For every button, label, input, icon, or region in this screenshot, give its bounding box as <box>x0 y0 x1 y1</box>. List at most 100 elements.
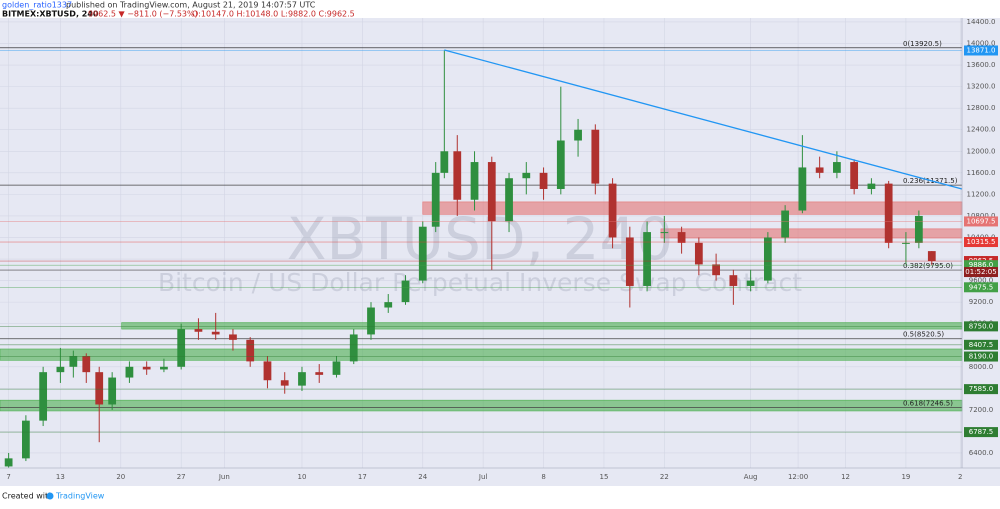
candle-body <box>470 162 479 200</box>
price-label-box <box>964 321 998 332</box>
candle-body <box>431 172 440 227</box>
candle-body <box>315 372 324 375</box>
candle-body <box>349 334 358 362</box>
candle-body <box>298 372 306 386</box>
publisher: golden_ratio1337 <box>2 1 72 10</box>
y-tick-label: 8000.0 <box>969 363 994 371</box>
candle-body <box>453 151 462 200</box>
x-tick-label: 8 <box>541 473 545 481</box>
candle-body <box>229 334 237 340</box>
candle-body <box>746 280 755 286</box>
footer: Created with <box>2 492 53 501</box>
price-label: 7585.0 <box>969 385 994 393</box>
candle-body <box>574 129 582 141</box>
candle-body <box>763 237 772 281</box>
y-tick-label: 13600.0 <box>967 61 996 69</box>
candle-body <box>884 183 893 243</box>
symbol: BITMEX:XBTUSD, 240 <box>2 10 99 19</box>
candle-body <box>384 302 393 308</box>
x-tick-label: 27 <box>177 473 186 481</box>
candle-body <box>729 275 738 286</box>
trendline <box>444 49 963 190</box>
x-tick-label: Jul <box>478 473 488 481</box>
candle-body <box>487 162 496 222</box>
candle-body <box>677 232 686 243</box>
candle-body <box>781 210 790 238</box>
y-tick-label: 12400.0 <box>967 126 996 134</box>
candle-body <box>401 280 410 303</box>
candle-body <box>867 183 876 189</box>
candle-body <box>108 377 117 405</box>
y-tick-label: 12000.0 <box>967 147 996 155</box>
candle-body <box>712 264 720 276</box>
y-tick-label: 14000.0 <box>967 40 996 48</box>
price-label: 9886.0 <box>969 261 994 269</box>
zone <box>0 348 963 361</box>
price-label: 9475.5 <box>969 283 994 291</box>
change: 9962.5 ▼ −811.0 (−7.53%) <box>88 10 198 19</box>
price-label-box <box>964 384 998 395</box>
zone <box>0 399 963 412</box>
x-tick-label: 20 <box>116 473 125 481</box>
candle-body <box>418 226 427 281</box>
candle-body <box>625 237 634 286</box>
fib-label: 0.5(8520.5) <box>903 331 944 339</box>
countdown: 01:52:05 <box>965 268 996 276</box>
y-tick-label: 11600.0 <box>967 169 996 177</box>
candle-body <box>833 162 841 173</box>
candle-body <box>22 420 30 459</box>
price-label-box <box>964 237 998 248</box>
candle-body <box>39 372 48 421</box>
price-label: 10315.5 <box>967 238 996 246</box>
candle-body <box>367 307 375 335</box>
x-tick-label: Jun <box>218 473 230 481</box>
countdown-box <box>964 267 998 278</box>
y-tick-label: 12800.0 <box>967 104 996 112</box>
fib-label: 0(13920.5) <box>903 40 942 48</box>
y-tick-label: 7200.0 <box>969 406 994 414</box>
candle-body <box>608 183 617 238</box>
price-label-box <box>964 427 998 438</box>
price-label: 8407.5 <box>969 341 994 349</box>
candle-body <box>694 242 703 265</box>
candle-body <box>82 355 91 373</box>
candle-body <box>56 366 65 373</box>
price-label-box <box>964 260 998 271</box>
tradingview-logo <box>46 492 54 500</box>
y-tick-label: 9600.0 <box>969 277 994 285</box>
candle-body <box>246 339 255 362</box>
candle-body <box>194 329 203 332</box>
ohlc: O:10147.0 H:10148.0 L:9882.0 C:9962.5 <box>192 10 355 19</box>
x-tick-label: 13 <box>56 473 65 481</box>
candle-body <box>902 242 910 244</box>
candle-body <box>539 172 548 189</box>
candle-body <box>591 129 600 184</box>
candle-body <box>95 372 104 405</box>
y-tick-label: 10800.0 <box>967 212 996 220</box>
candle-body <box>927 251 936 262</box>
candle-body <box>263 361 272 381</box>
candle-body <box>142 366 151 370</box>
price-label-box <box>964 216 998 227</box>
zone <box>121 322 963 330</box>
x-tick-label: 15 <box>599 473 608 481</box>
candle-body <box>160 366 168 370</box>
candle-body <box>4 458 13 467</box>
x-tick-label: 12 <box>841 473 850 481</box>
fib-label: 0.382(9795.0) <box>903 262 953 270</box>
published: published on TradingView.com, August 21,… <box>66 1 316 10</box>
x-tick-label: 12:00 <box>788 473 808 481</box>
candle-body <box>211 331 220 335</box>
y-tick-label: 9200.0 <box>969 298 994 306</box>
y-tick-label: 13200.0 <box>967 83 996 91</box>
fib-label: 0.618(7246.5) <box>903 399 953 407</box>
candle-body <box>798 167 807 211</box>
x-tick-label: 17 <box>358 473 367 481</box>
y-tick-label: 6400.0 <box>969 449 994 457</box>
candle-body <box>280 380 289 386</box>
x-tick-label: 10 <box>298 473 307 481</box>
y-tick-label: 11200.0 <box>967 190 996 198</box>
x-tick-label: 24 <box>418 473 427 481</box>
price-label: 13871.0 <box>967 46 996 54</box>
